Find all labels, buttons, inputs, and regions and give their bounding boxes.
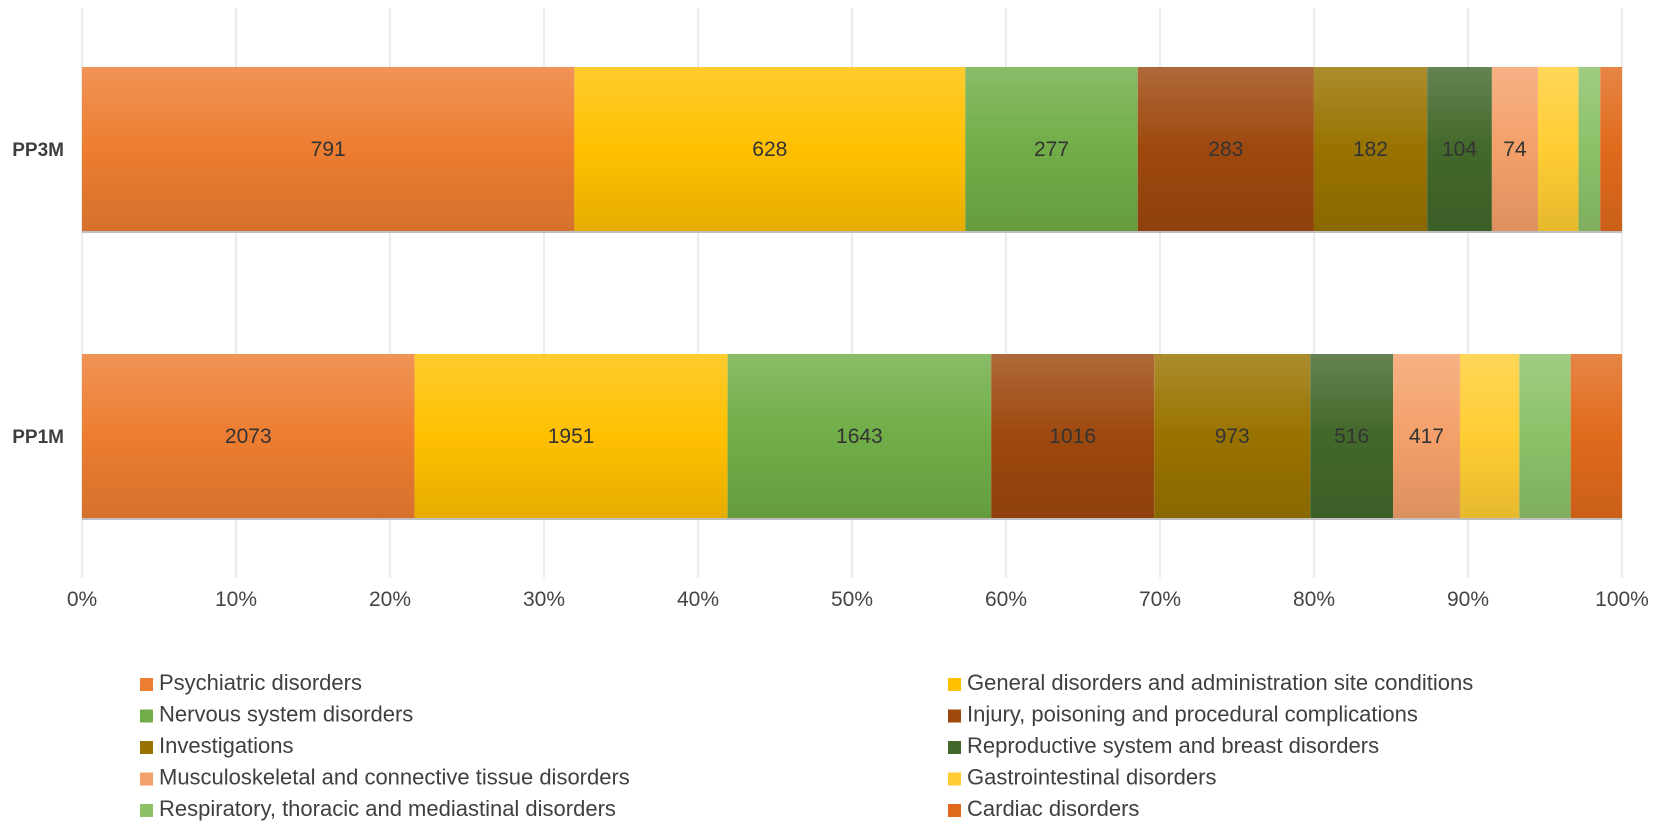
x-tick-label: 20% xyxy=(369,588,411,611)
bar-segment[interactable] xyxy=(1578,67,1601,231)
bar-segment[interactable] xyxy=(1459,354,1520,518)
x-tick-label: 10% xyxy=(215,588,257,611)
legend-label: Cardiac disorders xyxy=(967,796,1139,821)
legend-item: Investigations xyxy=(140,733,294,758)
bar-segment[interactable] xyxy=(1393,354,1460,518)
data-label: 1016 xyxy=(1049,425,1096,448)
legend-swatch xyxy=(948,772,961,786)
legend-label: Injury, poisoning and procedural complic… xyxy=(967,702,1418,727)
legend-item: Respiratory, thoracic and mediastinal di… xyxy=(140,796,616,821)
x-tick-label: 80% xyxy=(1293,588,1335,611)
x-tick-label: 90% xyxy=(1447,588,1489,611)
category-label: PP1M xyxy=(12,427,64,448)
bar-segment[interactable] xyxy=(1310,354,1394,518)
x-tick-label: 100% xyxy=(1595,588,1649,611)
data-label: 74 xyxy=(1503,138,1527,161)
data-label: 2073 xyxy=(225,425,272,448)
bar-segment[interactable] xyxy=(1537,67,1579,231)
legend-item: Reproductive system and breast disorders xyxy=(948,733,1379,758)
bar-segment[interactable] xyxy=(965,67,1138,231)
bar-segment[interactable] xyxy=(82,354,415,518)
bar-segment[interactable] xyxy=(991,354,1155,518)
bar-segment[interactable] xyxy=(1427,67,1492,231)
legend-label: Investigations xyxy=(159,733,294,758)
x-tick-label: 60% xyxy=(985,588,1027,611)
bar-segment[interactable] xyxy=(1519,354,1571,518)
legend-item: Cardiac disorders xyxy=(948,796,1139,821)
legend-swatch xyxy=(140,804,153,817)
data-label: 791 xyxy=(311,138,346,161)
data-label: 1643 xyxy=(836,425,883,448)
legend-item: Musculoskeletal and connective tissue di… xyxy=(140,765,630,790)
legend-item: General disorders and administration sit… xyxy=(948,670,1473,695)
legend-swatch xyxy=(140,741,153,754)
legend-swatch xyxy=(140,772,153,786)
data-label: 1951 xyxy=(548,425,595,448)
legend-item: Psychiatric disorders xyxy=(140,670,362,695)
legend-item: Injury, poisoning and procedural complic… xyxy=(948,702,1418,727)
legend-label: Respiratory, thoracic and mediastinal di… xyxy=(159,796,616,821)
legend-swatch xyxy=(140,709,153,723)
legend-item: Gastrointestinal disorders xyxy=(948,765,1216,790)
x-tick-label: 30% xyxy=(523,588,565,611)
legend-label: Reproductive system and breast disorders xyxy=(967,733,1379,758)
x-tick-label: 50% xyxy=(831,588,873,611)
x-tick-label: 70% xyxy=(1139,588,1181,611)
bar-segment[interactable] xyxy=(1491,67,1538,231)
bars: 791 628 277 283 182 104 74 2073 1951 1643 1016 973 5… xyxy=(82,67,1622,520)
data-label: 628 xyxy=(752,138,787,161)
data-label: 417 xyxy=(1409,425,1444,448)
data-label: 277 xyxy=(1034,138,1069,161)
data-label: 283 xyxy=(1208,138,1243,161)
legend-swatch xyxy=(948,678,961,691)
data-label: 104 xyxy=(1442,138,1477,161)
bar-segment[interactable] xyxy=(1600,67,1622,231)
legend: Psychiatric disorders General disorders a… xyxy=(140,670,1473,821)
legend-swatch xyxy=(140,678,153,691)
bar-segment[interactable] xyxy=(1154,354,1311,518)
category-label: PP3M xyxy=(12,140,64,161)
x-tick-label: 0% xyxy=(67,588,97,611)
legend-item: Nervous system disorders xyxy=(140,702,413,727)
bar-segment[interactable] xyxy=(414,354,728,518)
legend-label: Psychiatric disorders xyxy=(159,670,362,695)
bar-segment[interactable] xyxy=(1313,67,1428,231)
legend-label: Gastrointestinal disorders xyxy=(967,765,1216,790)
axes: 0% 10% 20% 30% 40% 50% 60% 70% 80% 90% 100% PP3M PP1… xyxy=(12,140,1649,611)
bar-segment[interactable] xyxy=(82,67,575,231)
legend-swatch xyxy=(948,741,961,754)
x-tick-label: 40% xyxy=(677,588,719,611)
data-label: 182 xyxy=(1353,138,1388,161)
legend-label: Musculoskeletal and connective tissue di… xyxy=(159,765,630,790)
legend-label: Nervous system disorders xyxy=(159,702,413,727)
bar-segment[interactable] xyxy=(1137,67,1314,231)
data-label: 516 xyxy=(1334,425,1369,448)
legend-swatch xyxy=(948,709,961,723)
bar-segment[interactable] xyxy=(1570,354,1622,518)
legend-label: General disorders and administration sit… xyxy=(967,670,1473,695)
bar-segment[interactable] xyxy=(574,67,966,231)
data-label: 973 xyxy=(1215,425,1250,448)
bar-segment[interactable] xyxy=(727,354,992,518)
legend-swatch xyxy=(948,804,961,817)
